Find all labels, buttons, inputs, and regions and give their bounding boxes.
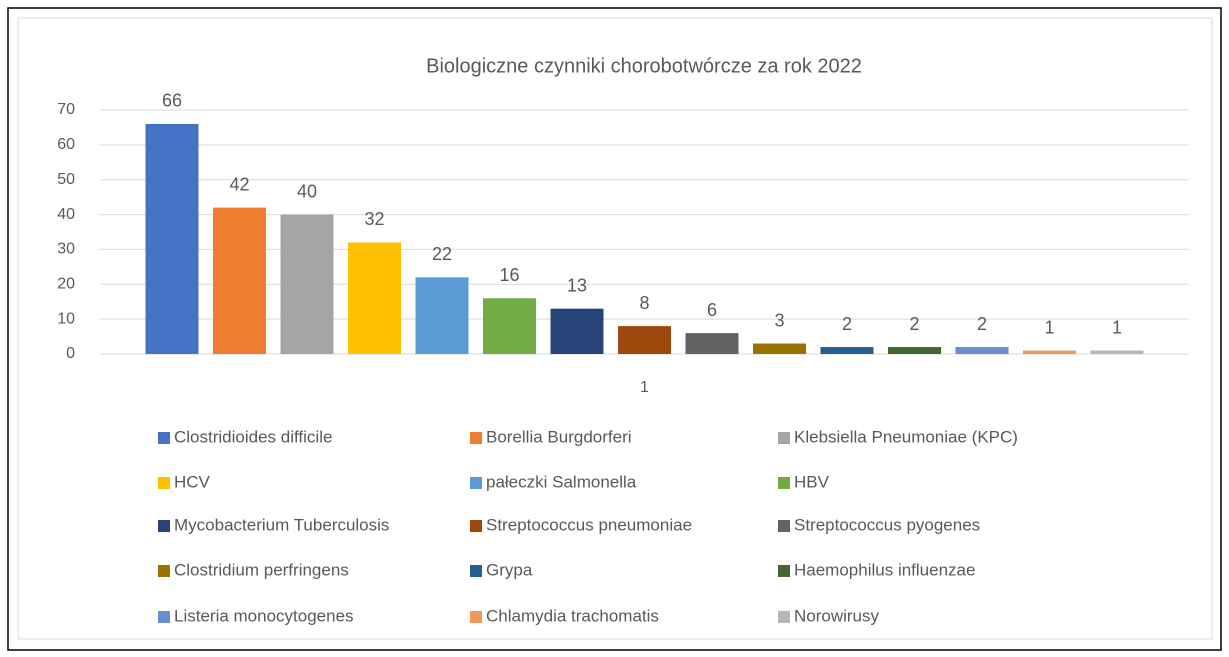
legend-swatch bbox=[158, 432, 170, 444]
outer-frame bbox=[7, 7, 1222, 651]
bar bbox=[1023, 350, 1076, 354]
legend-label: Chlamydia trachomatis bbox=[486, 606, 659, 625]
bar bbox=[685, 333, 739, 354]
legend-swatch bbox=[470, 611, 482, 623]
y-tick-label: 20 bbox=[57, 276, 75, 293]
data-label: 22 bbox=[432, 244, 452, 264]
bar bbox=[145, 123, 199, 354]
y-tick-label: 50 bbox=[57, 171, 75, 188]
data-label: 2 bbox=[909, 314, 919, 334]
y-tick-label: 10 bbox=[57, 310, 75, 327]
legend-label: Streptococcus pyogenes bbox=[794, 515, 980, 534]
y-tick-label: 70 bbox=[57, 101, 75, 118]
legend-swatch bbox=[158, 520, 170, 532]
legend-label: HBV bbox=[794, 472, 830, 491]
data-label: 32 bbox=[364, 209, 384, 229]
y-tick-label: 30 bbox=[57, 241, 75, 258]
data-label: 13 bbox=[567, 275, 587, 295]
bar bbox=[415, 277, 469, 354]
data-label: 1 bbox=[1112, 317, 1122, 337]
bar bbox=[550, 308, 604, 354]
bar bbox=[348, 242, 401, 354]
data-label: 40 bbox=[297, 181, 317, 201]
legend-swatch bbox=[470, 520, 482, 532]
chart-title: Biologiczne czynniki chorobotwórcze za r… bbox=[426, 55, 862, 77]
y-tick-label: 60 bbox=[57, 136, 75, 153]
legend-swatch bbox=[470, 477, 482, 489]
legend-label: Clostridium perfringens bbox=[174, 560, 349, 579]
bar bbox=[1090, 350, 1144, 354]
bar bbox=[753, 343, 806, 354]
legend-label: Grypa bbox=[486, 560, 533, 579]
legend-label: pałeczki Salmonella bbox=[486, 472, 637, 491]
legend-label: Haemophilus influenzae bbox=[794, 560, 975, 579]
bar bbox=[888, 347, 941, 354]
legend-label: Clostridioides difficile bbox=[174, 427, 332, 446]
legend-label: Listeria monocytogenes bbox=[174, 606, 354, 625]
legend-swatch bbox=[778, 611, 790, 623]
data-label: 16 bbox=[499, 265, 519, 285]
legend-swatch bbox=[778, 432, 790, 444]
legend-swatch bbox=[778, 477, 790, 489]
data-label: 2 bbox=[842, 314, 852, 334]
legend-swatch bbox=[158, 611, 170, 623]
data-label: 3 bbox=[774, 310, 784, 330]
data-label: 6 bbox=[707, 300, 717, 320]
legend-swatch bbox=[470, 565, 482, 577]
legend-label: Streptococcus pneumoniae bbox=[486, 515, 692, 534]
x-tick-label: 1 bbox=[640, 379, 649, 396]
bar bbox=[280, 214, 334, 354]
legend-label: Mycobacterium Tuberculosis bbox=[174, 515, 389, 534]
legend-swatch bbox=[158, 565, 170, 577]
y-tick-label: 0 bbox=[66, 345, 75, 362]
legend-swatch bbox=[778, 520, 790, 532]
data-label: 66 bbox=[162, 91, 182, 111]
data-label: 2 bbox=[977, 314, 987, 334]
y-tick-label: 40 bbox=[57, 206, 75, 223]
legend-swatch bbox=[158, 477, 170, 489]
bar bbox=[955, 347, 1009, 354]
bar bbox=[820, 347, 874, 354]
data-label: 1 bbox=[1044, 317, 1054, 337]
data-label: 42 bbox=[229, 174, 249, 194]
bar bbox=[618, 326, 671, 354]
legend-label: Borellia Burgdorferi bbox=[486, 427, 632, 446]
legend-swatch bbox=[470, 432, 482, 444]
legend-label: Norowirusy bbox=[794, 606, 880, 625]
bar bbox=[483, 298, 536, 354]
chart-frame bbox=[17, 17, 1213, 640]
legend-swatch bbox=[778, 565, 790, 577]
bar bbox=[213, 207, 266, 354]
legend-label: Klebsiella Pneumoniae (KPC) bbox=[794, 427, 1018, 446]
legend-label: HCV bbox=[174, 472, 211, 491]
data-label: 8 bbox=[639, 293, 649, 313]
